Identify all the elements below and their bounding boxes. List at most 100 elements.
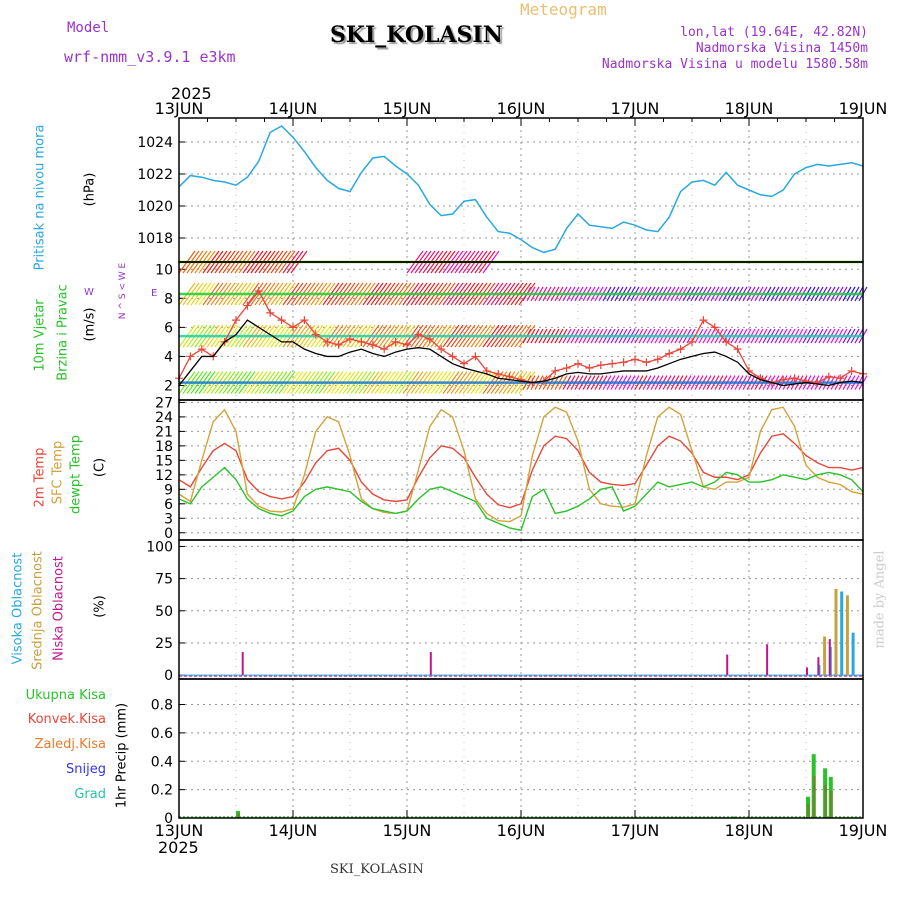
wind-obs-marker xyxy=(380,345,389,354)
y-tick-label: 10 xyxy=(155,262,173,278)
wind-obs-marker xyxy=(631,355,639,364)
wind-obs-marker xyxy=(688,337,696,346)
y-tick-label: 0 xyxy=(164,526,173,542)
wind-obs-marker xyxy=(425,334,434,343)
wind-obs-marker xyxy=(665,349,674,358)
temp-dewpoint-line xyxy=(178,466,864,532)
panel-frame xyxy=(178,678,864,819)
wind-obs-marker xyxy=(232,316,240,325)
model-elevation-label: Nadmorska Visina u modelu 1580.58m xyxy=(601,57,868,72)
wind-obs-marker xyxy=(437,345,446,354)
cloud-bar xyxy=(834,588,838,676)
y-tick-label: 2 xyxy=(164,378,173,394)
precip-total-label: Ukupna Kisa xyxy=(25,688,106,703)
cloud-bar xyxy=(817,657,820,676)
cloud-bar xyxy=(806,667,808,676)
y-tick-label: 1022 xyxy=(137,167,173,183)
time-label-top: 13JUN xyxy=(155,99,204,118)
y-tick-label: 0.6 xyxy=(151,726,173,742)
y-tick-label: 0.2 xyxy=(151,783,173,799)
footer-station: SKI_KOLASIN xyxy=(330,862,424,877)
wind-obs-marker xyxy=(243,301,252,310)
wind-obs-marker xyxy=(186,352,195,361)
y-tick-label: 1020 xyxy=(137,199,173,215)
time-label-bottom: 16JUN xyxy=(497,821,546,840)
y-tick-label: 8 xyxy=(164,291,173,307)
lonlat-label: lon,lat (19.64E, 42.82N) xyxy=(680,25,868,40)
y-tick-label: 0 xyxy=(164,811,173,827)
cloud-bar xyxy=(726,654,729,676)
wind-obs-marker xyxy=(403,340,411,349)
cloud-bar xyxy=(851,632,855,676)
precip-bar-overlay xyxy=(829,790,833,818)
wind-obs-marker xyxy=(357,337,366,346)
wind-obs-marker xyxy=(391,337,400,346)
wind-obs-marker xyxy=(551,366,560,375)
panel-frame xyxy=(178,399,864,541)
cloud-bar xyxy=(429,651,432,676)
wind-obs-marker xyxy=(562,364,571,373)
wind-obs-marker xyxy=(733,345,742,354)
y-tick-label: 12 xyxy=(155,468,173,484)
precip-hail-label: Grad xyxy=(74,787,106,802)
wind-obs-marker xyxy=(414,330,423,339)
time-label-top: 19JUN xyxy=(839,99,888,118)
year-bottom: 2025 xyxy=(158,838,199,857)
time-label-bottom: 18JUN xyxy=(725,821,774,840)
wind-obs-marker xyxy=(277,316,286,325)
wind-obs-marker xyxy=(824,372,833,381)
wind-obs-marker xyxy=(608,359,617,368)
wind-obs-marker xyxy=(722,337,731,346)
y-tick-label: 18 xyxy=(155,439,173,455)
wind-obs-marker xyxy=(494,369,503,378)
y-tick-label: 1024 xyxy=(137,135,173,151)
precip-frz-label: Zaledj.Kisa xyxy=(34,737,106,752)
wind-obs-marker xyxy=(334,340,343,349)
time-label-top: 17JUN xyxy=(611,99,660,118)
precip-bar-overlay xyxy=(237,813,240,818)
wind-obs-marker xyxy=(460,359,468,368)
cloud-bar xyxy=(845,595,849,676)
wind-obs-marker xyxy=(836,374,845,383)
y-tick-label: 25 xyxy=(155,636,173,652)
y-tick-label: 0.8 xyxy=(151,698,173,714)
wind-obs-marker xyxy=(596,361,605,370)
pressure-line xyxy=(178,125,864,254)
wind-obs-marker xyxy=(254,287,263,296)
cloud-bar xyxy=(241,651,244,676)
cloud-bar xyxy=(828,639,831,676)
model-label: Model xyxy=(67,20,110,36)
y-tick-label: 24 xyxy=(155,410,173,426)
wind-obs-marker xyxy=(847,366,856,375)
y-tick-label: 75 xyxy=(155,572,173,588)
time-label-top: 16JUN xyxy=(497,99,546,118)
wind-obs-marker xyxy=(311,330,320,339)
y-tick-label: 21 xyxy=(155,424,173,440)
y-tick-label: 15 xyxy=(155,453,173,469)
wind-obs-marker xyxy=(346,334,354,343)
wind-obs-marker xyxy=(790,374,799,383)
cloud-bar xyxy=(840,591,844,676)
temp-sfc-line xyxy=(178,406,864,523)
wind-obs-marker xyxy=(368,340,377,349)
year-top: 2025 xyxy=(171,84,212,103)
time-label-top: 18JUN xyxy=(725,99,774,118)
wind-obs-marker xyxy=(676,345,685,354)
compass-e: E xyxy=(151,288,158,299)
wind-obs-marker xyxy=(300,316,309,325)
y-tick-label: 3 xyxy=(164,511,173,527)
wind-obs-marker xyxy=(471,352,480,361)
wind-obs-marker xyxy=(619,358,628,367)
wind-obs-marker xyxy=(323,337,332,346)
time-label-top: 14JUN xyxy=(269,99,318,118)
wind-obs-marker xyxy=(574,359,582,368)
wind-obs-marker xyxy=(642,358,651,367)
wind-obs-marker xyxy=(802,377,810,386)
y-tick-label: 4 xyxy=(164,349,173,365)
model-wind-line xyxy=(178,319,864,387)
elevation-label: Nadmorska Visina 1450m xyxy=(695,41,868,56)
time-label-bottom: 14JUN xyxy=(269,821,318,840)
precip-conv-label: Konvek.Kisa xyxy=(27,712,106,727)
time-label-bottom: 13JUN xyxy=(155,821,204,840)
wind-obs-marker xyxy=(779,375,788,384)
